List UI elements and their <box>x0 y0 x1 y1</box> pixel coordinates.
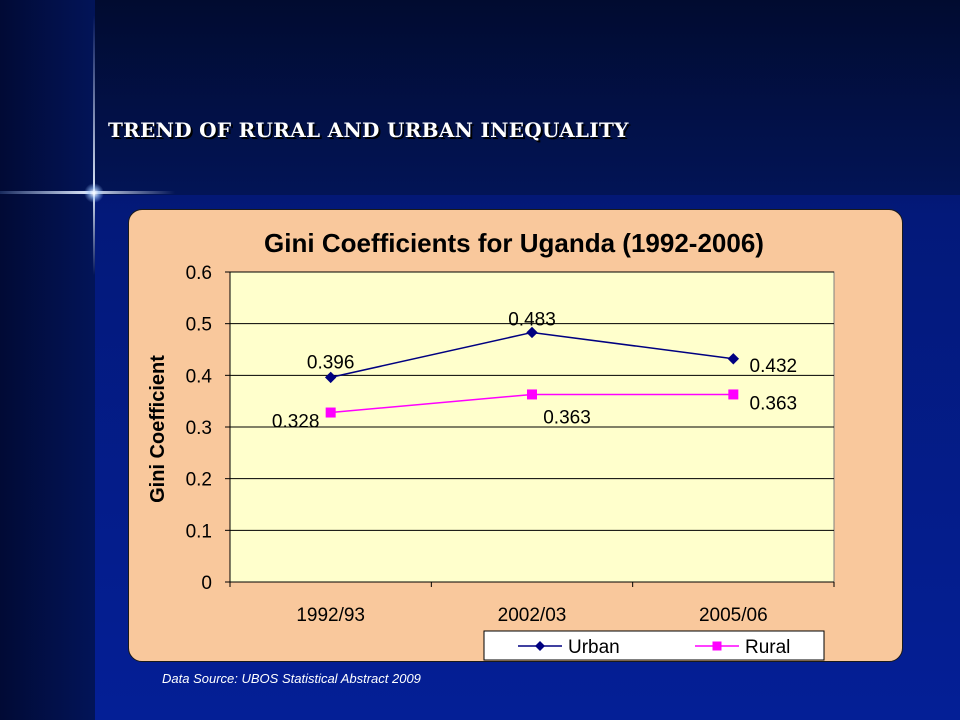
y-tick-label: 0 <box>201 573 212 594</box>
legend-marker-urban <box>535 641 545 651</box>
y-tick-label: 0.1 <box>186 521 212 542</box>
data-label-urban: 0.432 <box>750 356 798 377</box>
y-tick-label: 0.5 <box>186 315 212 336</box>
slide-title: TREND OF RURAL AND URBAN INEQUALITY <box>108 118 629 142</box>
light-flare-center <box>84 183 104 203</box>
data-label-rural: 0.363 <box>543 407 591 428</box>
y-tick-label: 0.2 <box>186 470 212 491</box>
data-point-urban <box>526 326 538 339</box>
x-tick-label: 2002/03 <box>498 605 567 626</box>
data-point-urban <box>727 353 740 365</box>
data-label-rural: 0.363 <box>750 393 798 414</box>
legend-marker-rural <box>712 641 722 651</box>
data-label-urban: 0.396 <box>307 352 355 373</box>
legend-label-rural: Rural <box>745 637 790 658</box>
x-tick-label: 2005/06 <box>699 605 768 626</box>
data-point-urban <box>324 371 337 384</box>
data-source-note: Data Source: UBOS Statistical Abstract 2… <box>162 671 421 686</box>
y-axis-title: Gini Coefficient <box>147 355 169 503</box>
data-point-rural <box>325 407 336 418</box>
slide-left-band <box>0 0 95 720</box>
y-tick-label: 0.3 <box>186 418 212 439</box>
data-point-rural <box>527 389 537 400</box>
data-label-rural: 0.328 <box>272 412 320 433</box>
y-tick-label: 0.4 <box>186 366 213 387</box>
data-point-rural <box>728 389 739 400</box>
chart-legend: Urban Rural <box>483 630 825 661</box>
chart-title: Gini Coefficients for Uganda (1992-2006) <box>264 228 764 258</box>
y-tick-label: 0.6 <box>186 263 212 284</box>
light-flare-vertical <box>93 15 95 275</box>
data-label-urban: 0.483 <box>508 309 556 330</box>
x-tick-label: 1992/93 <box>296 605 365 626</box>
slide-header-band <box>0 0 960 195</box>
legend-label-urban: Urban <box>568 637 620 658</box>
